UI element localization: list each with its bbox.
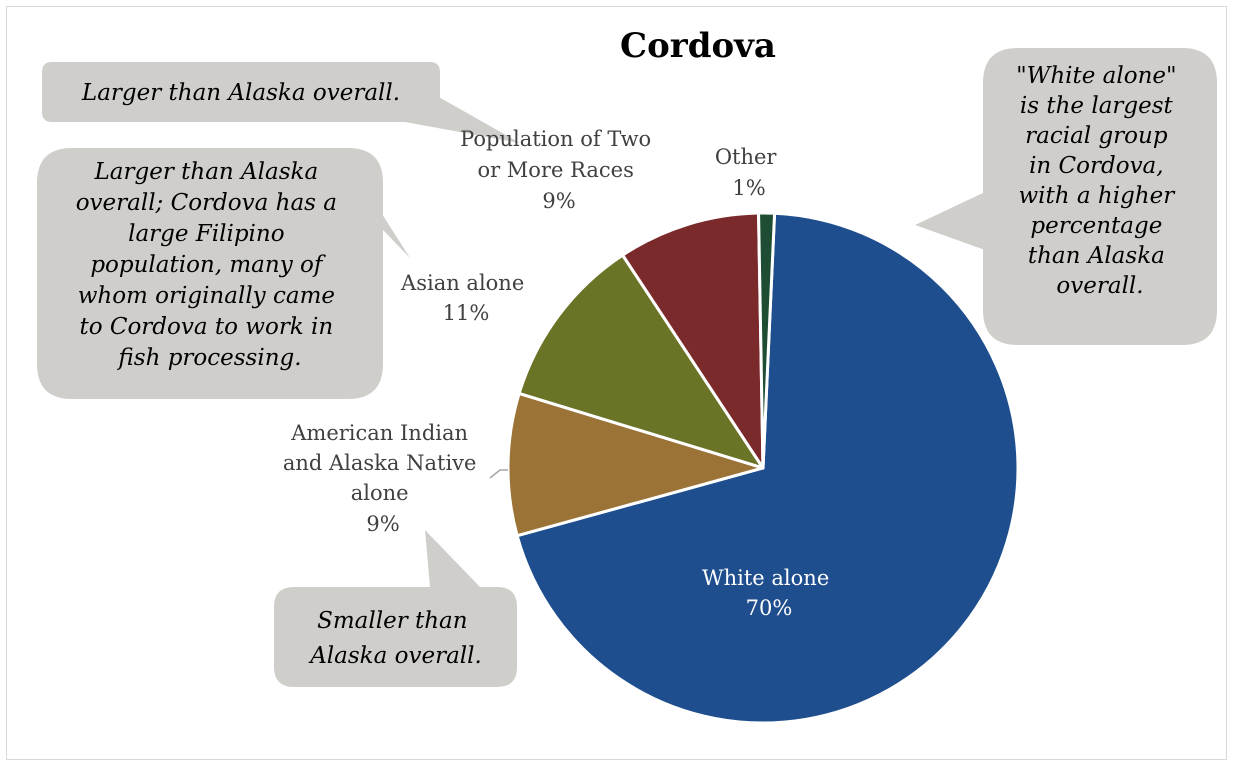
callout-asian-text: Larger than Alaska overall; Cordova has … <box>76 159 345 371</box>
pie-slice-population-of-two-or-more-races <box>621 211 765 470</box>
callout-two-or-more: Larger than Alaska overall. <box>42 62 520 143</box>
pie-slices <box>506 211 1020 725</box>
callout-two-or-more-text: Larger than Alaska overall. <box>81 80 400 106</box>
slice-label-asian: Asian alone 11% <box>400 271 531 325</box>
aian-leader-line <box>489 469 508 479</box>
callout-aian: Smaller than Alaska overall. <box>274 530 517 687</box>
callout-asian: Larger than Alaska overall; Cordova has … <box>37 148 410 399</box>
callout-white: "White alone" is the largest racial grou… <box>915 48 1217 345</box>
slice-label-other: Other 1% <box>715 145 783 200</box>
callout-aian-pointer <box>425 530 480 587</box>
slice-label-white: White alone 70% <box>702 566 836 620</box>
callout-asian-box <box>37 148 383 399</box>
slice-label-aian: American Indian and Alaska Native alone … <box>283 421 483 536</box>
callout-two-or-more-pointer <box>405 92 520 143</box>
callout-two-or-more-box <box>42 62 440 122</box>
callout-white-pointer <box>915 192 985 250</box>
callout-aian-box <box>274 587 517 687</box>
pie-slice-american-indian-and-alaska-native-alone <box>506 391 765 538</box>
pie-slice-white-alone <box>515 211 1020 725</box>
callout-aian-text: Smaller than Alaska overall. <box>308 608 482 669</box>
callout-asian-pointer <box>370 195 410 258</box>
chart-title: Cordova <box>620 26 776 66</box>
callout-white-text: "White alone" is the largest racial grou… <box>1016 63 1184 299</box>
pie-slice-asian-alone <box>517 253 765 470</box>
slice-label-two-or-more: Population of Two or More Races 9% <box>460 127 658 213</box>
pie-slice-other <box>757 211 777 470</box>
callout-white-box <box>983 48 1217 345</box>
